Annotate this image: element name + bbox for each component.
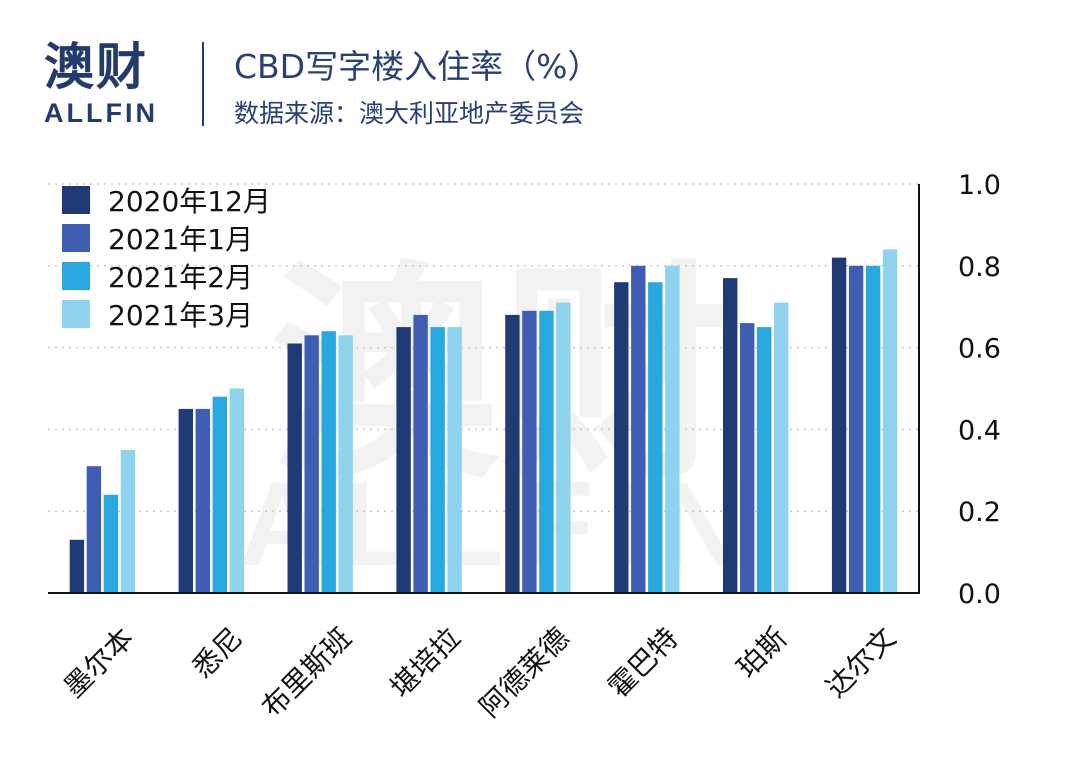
bar bbox=[631, 265, 646, 593]
bar bbox=[413, 314, 428, 593]
bar bbox=[103, 494, 119, 593]
bar bbox=[212, 396, 227, 593]
x-tick-label: 珀斯 bbox=[730, 621, 793, 684]
bar bbox=[287, 343, 302, 593]
bar bbox=[848, 265, 864, 593]
bar bbox=[522, 310, 537, 593]
bar bbox=[539, 310, 554, 593]
x-tick-label: 墨尔本 bbox=[57, 621, 140, 704]
bar bbox=[396, 327, 411, 593]
bar bbox=[665, 265, 680, 593]
bar bbox=[321, 331, 336, 593]
x-tick-label: 阿德莱德 bbox=[473, 621, 576, 724]
bar bbox=[740, 323, 755, 593]
x-labels: 墨尔本 悉尼 布里斯班 堪培拉 阿德莱德 霍巴特 珀斯 达尔文 bbox=[57, 621, 902, 724]
legend-label: 2021年2月 bbox=[108, 261, 253, 294]
x-tick-label: 悉尼 bbox=[186, 621, 249, 684]
chart-title: CBD写字楼入住率（%） bbox=[234, 47, 601, 86]
y-ticks: 0.0 0.2 0.4 0.6 0.8 1.0 bbox=[958, 170, 1001, 610]
legend-label: 2020年12月 bbox=[108, 185, 271, 218]
brand-name-en: ALLFIN bbox=[44, 98, 158, 128]
bar bbox=[178, 408, 193, 593]
x-tick-label: 布里斯班 bbox=[255, 621, 358, 724]
grid bbox=[48, 183, 919, 512]
legend-swatch bbox=[62, 300, 90, 328]
bar bbox=[757, 327, 772, 593]
brand-logo: 澳财 ALLFIN bbox=[44, 40, 164, 129]
legend-label: 2021年1月 bbox=[108, 223, 253, 256]
bar bbox=[120, 449, 136, 593]
legend-swatch bbox=[62, 224, 90, 252]
y-tick-label: 0.8 bbox=[958, 252, 1001, 283]
bar bbox=[195, 408, 210, 593]
bar bbox=[723, 278, 738, 593]
bar bbox=[229, 388, 244, 593]
legend-swatch bbox=[62, 262, 90, 290]
header-divider bbox=[202, 42, 204, 126]
x-tick-label: 堪培拉 bbox=[384, 621, 467, 704]
bar bbox=[304, 335, 319, 593]
bar bbox=[86, 466, 102, 593]
bar bbox=[338, 335, 353, 593]
brand-name-cn: 澳财 bbox=[44, 38, 148, 96]
bar bbox=[648, 282, 663, 593]
bar bbox=[505, 314, 520, 593]
y-tick-label: 0.2 bbox=[958, 497, 1001, 528]
y-tick-label: 1.0 bbox=[958, 170, 1001, 201]
x-tick-label: 达尔文 bbox=[819, 621, 902, 704]
bar bbox=[614, 282, 629, 593]
y-tick-label: 0.6 bbox=[958, 334, 1001, 365]
bar bbox=[831, 257, 847, 593]
bar bbox=[556, 302, 571, 593]
bars bbox=[69, 249, 898, 593]
legend-label: 2021年3月 bbox=[108, 299, 253, 332]
chart-subtitle: 数据来源：澳大利亚地产委员会 bbox=[234, 99, 585, 128]
y-tick-label: 0.4 bbox=[958, 415, 1001, 446]
bar bbox=[774, 302, 789, 593]
bar bbox=[447, 327, 462, 593]
bar bbox=[865, 265, 881, 593]
bar bbox=[69, 539, 85, 593]
legend: 2020年12月 2021年1月 2021年2月 2021年3月 bbox=[62, 185, 271, 332]
legend-swatch bbox=[62, 186, 90, 214]
bar bbox=[882, 249, 898, 593]
x-tick-label: 霍巴特 bbox=[602, 621, 685, 704]
bar bbox=[430, 327, 445, 593]
y-tick-label: 0.0 bbox=[958, 579, 1001, 610]
